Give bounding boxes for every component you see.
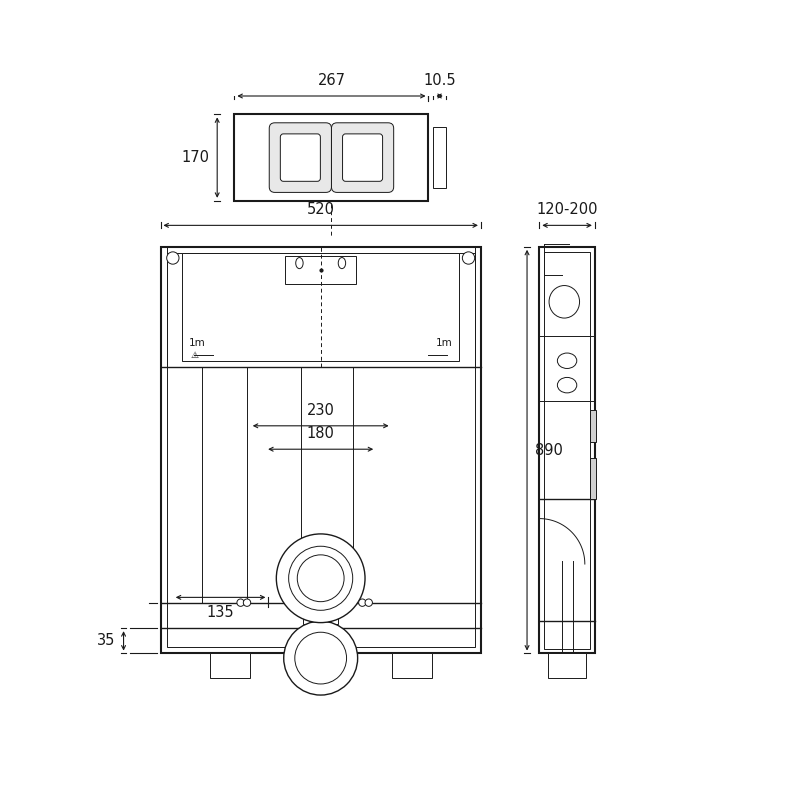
Text: ⚠: ⚠ (190, 351, 198, 360)
Circle shape (237, 599, 244, 606)
Circle shape (284, 621, 358, 695)
Bar (210, 654, 250, 678)
Bar (286, 256, 356, 284)
Circle shape (365, 599, 373, 606)
Bar (303, 612, 338, 624)
FancyBboxPatch shape (270, 122, 331, 193)
Bar (544, 252, 590, 649)
FancyBboxPatch shape (331, 122, 394, 193)
Bar (166, 253, 474, 647)
Bar (234, 114, 429, 201)
Ellipse shape (296, 258, 303, 269)
Text: 135: 135 (206, 606, 234, 620)
Ellipse shape (549, 286, 579, 318)
Circle shape (358, 599, 366, 606)
Bar (548, 654, 586, 678)
Text: 267: 267 (318, 73, 346, 88)
Circle shape (166, 252, 179, 264)
Bar (590, 458, 596, 499)
Ellipse shape (558, 353, 577, 369)
Text: 1m: 1m (189, 338, 206, 348)
Ellipse shape (338, 258, 346, 269)
Text: 35: 35 (97, 634, 115, 648)
Text: 890: 890 (535, 442, 563, 458)
Bar (182, 253, 459, 361)
Text: 180: 180 (306, 426, 334, 442)
Circle shape (243, 599, 250, 606)
Bar (539, 247, 594, 654)
FancyBboxPatch shape (342, 134, 382, 182)
Circle shape (276, 534, 365, 622)
Text: 1m: 1m (435, 338, 452, 348)
Bar (590, 410, 596, 442)
Circle shape (462, 252, 474, 264)
Bar (166, 247, 474, 367)
Text: 230: 230 (306, 402, 334, 418)
Bar (391, 654, 431, 678)
FancyBboxPatch shape (280, 134, 320, 182)
Circle shape (289, 546, 353, 610)
Bar (434, 127, 446, 188)
Text: 170: 170 (181, 150, 209, 165)
Circle shape (298, 555, 344, 602)
Bar (308, 602, 333, 621)
Circle shape (295, 632, 346, 684)
Ellipse shape (558, 378, 577, 393)
Text: 10.5: 10.5 (423, 73, 456, 88)
Text: 120-200: 120-200 (536, 202, 598, 218)
Text: 520: 520 (306, 202, 334, 218)
Bar (161, 247, 481, 654)
